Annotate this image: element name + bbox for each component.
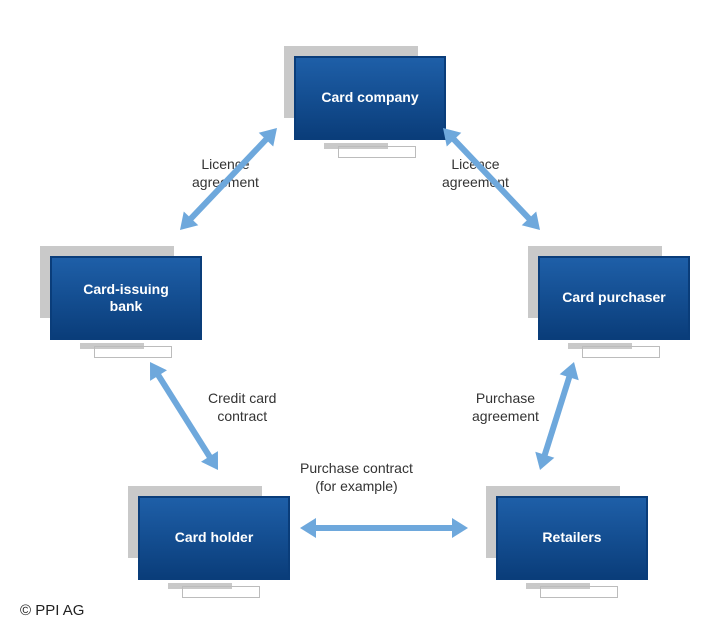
monitor-base-icon: [182, 586, 260, 598]
node-label: Card holder: [175, 529, 254, 547]
edge-line: [156, 371, 212, 460]
edge-label: Purchase contract(for example): [300, 460, 413, 495]
node-box: Card company: [294, 56, 446, 140]
arrowhead-icon: [560, 362, 579, 380]
monitor-base-icon: [94, 346, 172, 358]
arrowhead-icon: [201, 451, 218, 470]
edge-line: [543, 373, 570, 460]
arrowhead-icon: [180, 212, 198, 230]
monitor-base-icon: [582, 346, 660, 358]
node-label: Card purchaser: [562, 289, 665, 307]
node-card_holder: Card holder: [128, 486, 290, 596]
edge-label: Credit cardcontract: [208, 390, 276, 425]
node-card_company: Card company: [284, 46, 446, 156]
node-label: Card company: [321, 89, 418, 107]
monitor-base-icon: [540, 586, 618, 598]
copyright-text: © PPI AG: [20, 602, 84, 619]
node-box: Card purchaser: [538, 256, 690, 340]
node-card_purchaser: Card purchaser: [528, 246, 690, 356]
arrowhead-icon: [150, 362, 167, 381]
edge-label: Licenceagreement: [442, 156, 509, 191]
edge-label: Licenceagreement: [192, 156, 259, 191]
node-issuing_bank: Card-issuingbank: [40, 246, 202, 356]
arrowhead-icon: [300, 518, 316, 538]
arrowhead-icon: [259, 128, 277, 146]
arrowhead-icon: [522, 212, 540, 230]
node-box: Card-issuingbank: [50, 256, 202, 340]
node-label: Retailers: [542, 529, 601, 547]
arrowhead-icon: [452, 518, 468, 538]
node-box: Retailers: [496, 496, 648, 580]
node-retailers: Retailers: [486, 486, 648, 596]
node-box: Card holder: [138, 496, 290, 580]
edge-label: Purchaseagreement: [472, 390, 539, 425]
monitor-base-icon: [338, 146, 416, 158]
arrowhead-icon: [535, 452, 554, 470]
node-label: Card-issuingbank: [83, 281, 169, 316]
